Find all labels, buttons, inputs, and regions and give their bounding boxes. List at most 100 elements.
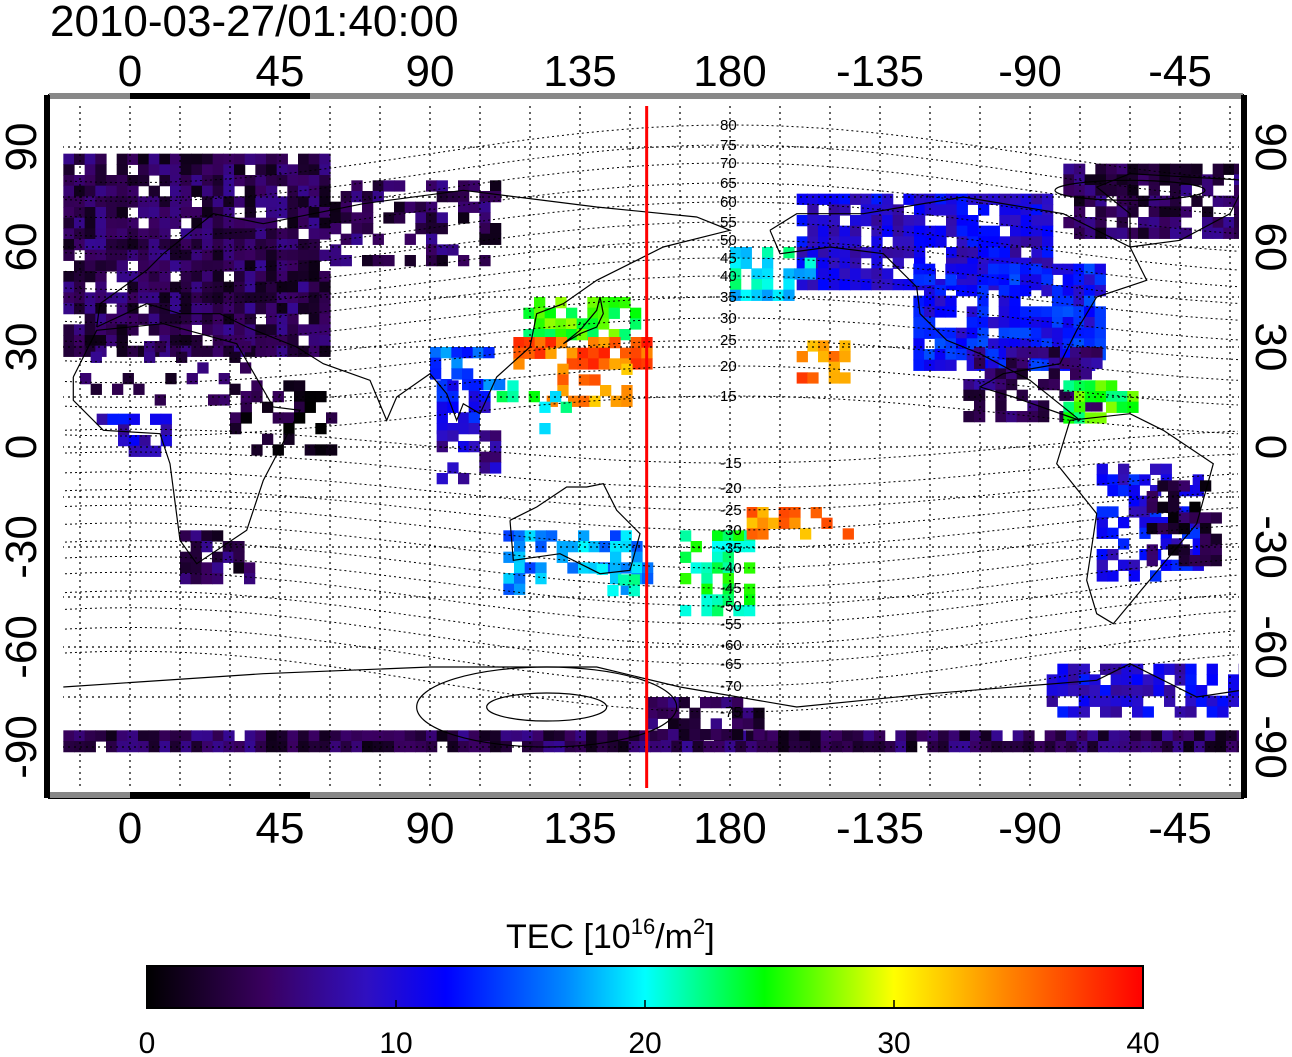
tec-cell xyxy=(1127,185,1139,197)
tec-cell xyxy=(1128,506,1140,518)
tec-cell xyxy=(1042,257,1054,269)
tec-cell xyxy=(63,303,75,315)
tec-cell xyxy=(1063,174,1075,186)
tec-cell xyxy=(610,551,622,563)
tec-cell xyxy=(159,281,171,293)
tec-cell xyxy=(447,244,459,256)
tec-cell xyxy=(988,274,1000,286)
tec-cell xyxy=(914,204,926,216)
tec-cell xyxy=(1168,523,1180,535)
tec-cell xyxy=(180,239,192,251)
tec-cell xyxy=(287,741,299,753)
tec-cell xyxy=(988,359,1000,371)
tec-cell xyxy=(298,175,310,187)
tec-cell xyxy=(730,279,742,291)
tec-cell xyxy=(789,507,801,519)
tec-cell xyxy=(1027,347,1039,359)
tec-cell xyxy=(212,271,224,283)
tec-cell xyxy=(757,507,769,519)
tec-cell xyxy=(744,605,756,617)
tec-cell xyxy=(1185,685,1197,697)
tec-cell xyxy=(1223,195,1235,207)
tec-cell xyxy=(1110,674,1122,686)
tec-cell xyxy=(1107,474,1119,486)
tec-cell xyxy=(212,175,224,187)
tec-cell xyxy=(1046,674,1058,686)
tec-cell xyxy=(116,153,128,165)
left-latitude-tick: 0 xyxy=(0,435,46,459)
tec-cell xyxy=(63,281,75,293)
tec-cell xyxy=(818,279,830,291)
tec-cell xyxy=(95,196,107,208)
tec-cell xyxy=(948,741,960,753)
tec-cell xyxy=(1073,317,1085,329)
tec-cell xyxy=(871,225,883,237)
tec-cell xyxy=(566,347,578,359)
tec-cell xyxy=(1084,185,1096,197)
tec-cell xyxy=(966,285,978,297)
tec-cell xyxy=(191,164,203,176)
tec-cell xyxy=(631,551,643,563)
magnetic-latitude-label: -20 xyxy=(720,480,742,497)
tec-cell xyxy=(63,239,75,251)
tec-cell xyxy=(566,318,578,330)
tec-cell xyxy=(535,562,547,574)
bottom-longitude-tick: 180 xyxy=(693,804,766,853)
tec-cell xyxy=(63,196,75,208)
tec-cell xyxy=(415,201,427,213)
tec-cell xyxy=(924,349,936,361)
tec-cell xyxy=(967,247,979,259)
tec-cell xyxy=(783,279,795,291)
tec-cell xyxy=(74,292,86,304)
tec-cell xyxy=(190,530,202,542)
tec-cell xyxy=(372,233,384,245)
tec-cell xyxy=(191,292,203,304)
tec-cell xyxy=(1074,206,1086,218)
tec-cell xyxy=(1127,227,1139,239)
tec-cell xyxy=(148,271,160,283)
tec-cell xyxy=(180,207,192,219)
tec-cell xyxy=(913,327,925,339)
tec-cell xyxy=(202,249,214,261)
tec-cell xyxy=(1226,730,1238,742)
tec-cell xyxy=(148,313,160,325)
tec-cell xyxy=(1096,549,1108,561)
tec-cell xyxy=(1057,663,1069,675)
tec-cell xyxy=(935,236,947,248)
tec-cell xyxy=(1052,338,1064,350)
tec-cell xyxy=(148,260,160,272)
tec-cell xyxy=(1116,195,1128,207)
tec-cell xyxy=(276,271,288,283)
tec-cell xyxy=(974,357,986,369)
tec-cell xyxy=(1052,263,1064,275)
tec-cell xyxy=(1095,217,1107,229)
tec-cell xyxy=(610,562,622,574)
tec-cell xyxy=(1073,274,1085,286)
tec-cell xyxy=(84,207,96,219)
tec-cell xyxy=(1042,236,1054,248)
tec-cell xyxy=(999,236,1011,248)
tec-cell xyxy=(882,268,894,280)
tec-cell xyxy=(404,233,416,245)
tec-cell xyxy=(1159,174,1171,186)
tec-cell xyxy=(1118,517,1130,529)
tec-cell xyxy=(796,351,808,363)
tec-cell xyxy=(330,255,342,267)
tec-cell xyxy=(319,196,331,208)
tec-cell xyxy=(84,313,96,325)
tec-cell xyxy=(1096,463,1108,475)
tec-cell xyxy=(1118,474,1130,486)
tec-cell xyxy=(1119,730,1131,742)
left-latitude-tick: 60 xyxy=(0,223,46,272)
tec-cell xyxy=(240,412,252,424)
tec-cell xyxy=(170,303,182,315)
tec-cell xyxy=(362,730,374,742)
tec-cell xyxy=(1121,695,1133,707)
tec-cell xyxy=(1095,206,1107,218)
tec-cell xyxy=(458,201,470,213)
tec-cell xyxy=(308,196,320,208)
tec-cell xyxy=(255,228,267,240)
tec-cell xyxy=(1074,163,1086,175)
tec-cell xyxy=(1041,338,1053,350)
tec-cell xyxy=(234,345,246,357)
